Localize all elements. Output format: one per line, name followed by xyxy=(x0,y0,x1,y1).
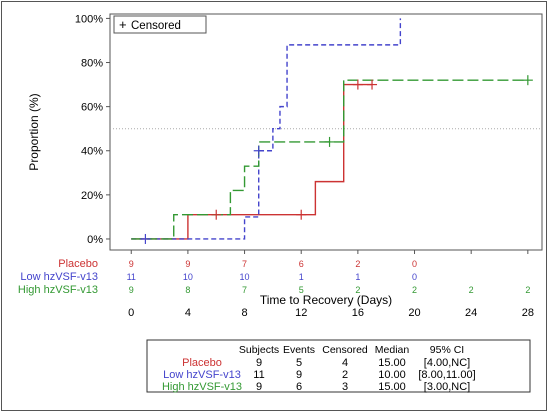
at-risk-value: 7 xyxy=(242,259,247,269)
summary-cell: 9 xyxy=(296,369,302,381)
legend-censor-label: Censored xyxy=(131,20,181,32)
censor-mark xyxy=(352,79,363,90)
y-tick-label: 80% xyxy=(81,58,103,70)
censor-mark xyxy=(367,79,378,90)
censor-mark xyxy=(324,136,335,147)
at-risk-value: 2 xyxy=(355,285,360,295)
at-risk-value: 2 xyxy=(525,285,530,295)
at-risk-value: 10 xyxy=(183,272,193,282)
x-tick-label: 8 xyxy=(241,307,247,319)
legend: + Censored xyxy=(113,15,207,34)
summary-cell: 9 xyxy=(256,381,262,393)
at-risk-value: 11 xyxy=(127,272,136,282)
x-tick-label: 20 xyxy=(408,307,420,319)
at-risk-value: 8 xyxy=(185,285,190,295)
y-tick-label: 20% xyxy=(81,190,103,202)
censor-marks xyxy=(140,75,533,244)
censor-mark xyxy=(253,145,264,156)
at-risk-value: 9 xyxy=(129,259,134,269)
x-tick-label: 0 xyxy=(128,307,134,319)
series-layer xyxy=(131,18,528,240)
legend-box xyxy=(113,15,207,34)
at-risk-value: 1 xyxy=(355,272,360,282)
censor-mark xyxy=(211,209,222,220)
at-risk-value: 2 xyxy=(355,259,360,269)
summary-cell: 5 xyxy=(296,357,302,369)
at-risk-value: 2 xyxy=(469,285,474,295)
at-risk-value: 5 xyxy=(299,285,304,295)
summary-cell: [3.00,NC] xyxy=(424,381,470,393)
summary-header: Median xyxy=(375,344,410,356)
x-axis-label: Time to Recovery (Days) xyxy=(260,293,392,307)
x-tick-label: 4 xyxy=(185,307,191,319)
censor-mark xyxy=(522,75,533,86)
censor-mark xyxy=(140,233,151,244)
summary-row-label: Low hzVSF-v13 xyxy=(163,369,241,381)
summary-cell: [8.00,11.00] xyxy=(418,369,475,381)
at-risk-value: 9 xyxy=(185,259,190,269)
summary-cell: [4.00,NC] xyxy=(424,357,470,369)
y-axis-label: Proportion (%) xyxy=(27,93,41,170)
summary-row-label: Placebo xyxy=(182,357,222,369)
at-risk-value: 10 xyxy=(240,272,250,282)
x-tick-label: 12 xyxy=(295,307,307,319)
x-tick-label: 28 xyxy=(522,307,534,319)
at-risk-value: 1 xyxy=(299,272,304,282)
summary-cell: 15.00 xyxy=(378,357,406,369)
series-line-2 xyxy=(131,79,528,240)
y-tick-label: 60% xyxy=(81,102,103,114)
summary-cell: 6 xyxy=(296,381,302,393)
at-risk-value: 6 xyxy=(299,259,304,269)
censor-mark xyxy=(296,209,307,220)
summary-header: Subjects xyxy=(239,344,279,356)
summary-header: Censored xyxy=(322,344,368,356)
summary-cell: 10.00 xyxy=(378,369,406,381)
plot-area xyxy=(109,13,543,251)
at-risk-value: 9 xyxy=(129,285,134,295)
y-tick-label: 100% xyxy=(75,13,103,25)
series-line-1 xyxy=(131,18,402,240)
y-tick-label: 0% xyxy=(87,234,103,246)
at-risk-value: 7 xyxy=(242,285,247,295)
summary-cell: 15.00 xyxy=(378,381,406,393)
summary-header: 95% CI xyxy=(430,344,464,356)
at-risk-value: 0 xyxy=(412,272,417,282)
at-risk-value: 2 xyxy=(412,285,417,295)
summary-cell: 4 xyxy=(342,357,348,369)
at-risk-value: 0 xyxy=(412,259,417,269)
axes: 0%20%40%60%80%100%0 4 8 12 16 20 24 28 xyxy=(75,13,534,319)
summary-cell: 11 xyxy=(253,369,264,381)
x-tick-label: 16 xyxy=(352,307,364,319)
summary-table: Subjects Events Censored Median 95% CI Placeb… xyxy=(146,339,531,393)
summary-table-border xyxy=(146,339,531,393)
summary-cell: 3 xyxy=(342,381,348,393)
at-risk-row-label: High hzVSF-v13 xyxy=(18,284,98,296)
summary-cell: 9 xyxy=(256,357,262,369)
at-risk-row-label: Low hzVSF-v13 xyxy=(20,271,98,283)
x-tick-label: 24 xyxy=(465,307,477,319)
at-risk-row-label: Placebo xyxy=(58,258,98,270)
legend-censor-symbol: + xyxy=(119,17,127,32)
summary-cell: 2 xyxy=(342,369,348,381)
summary-row-label: High hzVSF-v13 xyxy=(162,381,242,393)
y-tick-label: 40% xyxy=(81,146,103,158)
summary-header: Events xyxy=(283,344,315,356)
